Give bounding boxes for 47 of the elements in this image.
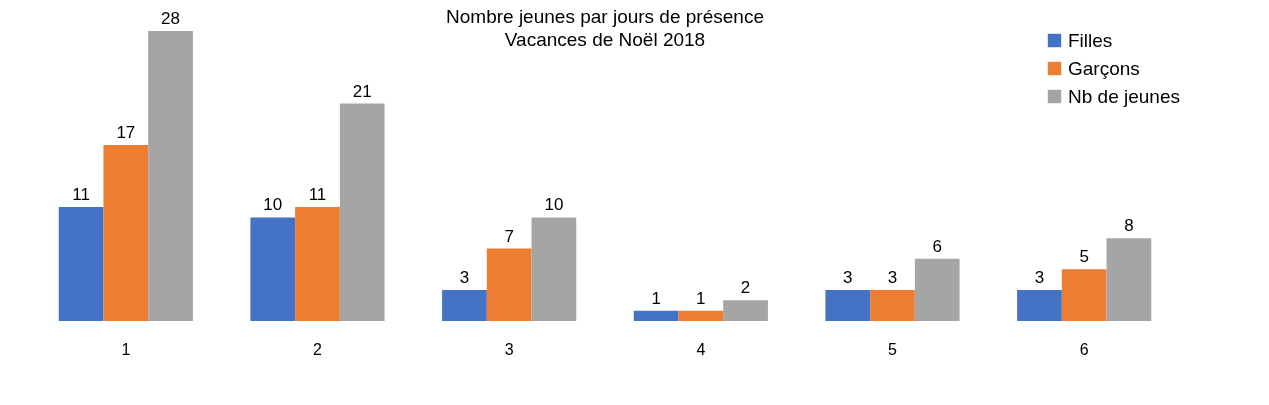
- bar: [1017, 289, 1062, 321]
- data-label: 3: [1034, 267, 1045, 287]
- bar: [295, 207, 340, 321]
- data-label: 17: [116, 122, 136, 142]
- data-label: 11: [308, 185, 327, 205]
- x-tick-label: 5: [888, 340, 898, 358]
- x-tick-label: 2: [313, 340, 323, 358]
- x-tick-label: 6: [1079, 340, 1089, 358]
- bar: [250, 217, 296, 321]
- chart-title: Nombre jeunes par jours de présence: [446, 6, 764, 27]
- bar: [148, 31, 193, 321]
- data-label: 8: [1124, 216, 1134, 236]
- bar: [339, 103, 385, 321]
- data-label: 3: [843, 267, 853, 287]
- x-tick-label: 4: [696, 340, 706, 358]
- legend-label: Garçons: [1068, 57, 1140, 79]
- legend-label: Filles: [1068, 29, 1113, 51]
- x-tick-label: 3: [504, 340, 514, 358]
- bar: [723, 300, 768, 321]
- x-tick-label: 1: [121, 340, 131, 358]
- data-label: 6: [932, 236, 942, 256]
- bar: [103, 144, 149, 321]
- data-label: 7: [504, 226, 514, 246]
- bar: [1106, 238, 1152, 321]
- bar: [1061, 269, 1107, 321]
- bar: [58, 207, 104, 321]
- legend-label: Nb de jeunes: [1068, 85, 1180, 107]
- data-label: 3: [887, 267, 898, 287]
- bar: [914, 258, 960, 321]
- data-label: 2: [740, 278, 751, 298]
- data-label: 11: [72, 185, 90, 205]
- bar: [531, 217, 577, 321]
- data-label: 3: [459, 267, 470, 287]
- data-label: 5: [1079, 247, 1089, 267]
- data-label: 28: [161, 9, 181, 28]
- data-label: 10: [263, 195, 283, 215]
- data-label: 10: [544, 195, 564, 215]
- data-label: 21: [352, 81, 372, 101]
- bar: [678, 310, 724, 321]
- data-label: 1: [696, 288, 706, 308]
- bar: [825, 289, 871, 321]
- bar: [486, 248, 532, 321]
- bar: [870, 289, 915, 321]
- chart-subtitle: Vacances de Noël 2018: [504, 29, 706, 50]
- bar: [442, 289, 487, 321]
- bar: [633, 310, 679, 321]
- data-label: 1: [651, 288, 661, 308]
